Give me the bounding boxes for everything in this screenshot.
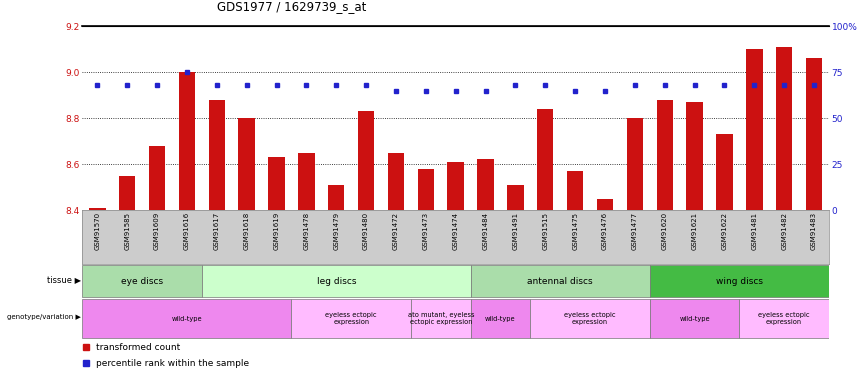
- Bar: [776, 47, 792, 210]
- Bar: [239, 118, 255, 210]
- Text: GSM91621: GSM91621: [692, 211, 698, 250]
- Text: genotype/variation ▶: genotype/variation ▶: [7, 314, 81, 320]
- Text: percentile rank within the sample: percentile rank within the sample: [95, 359, 249, 368]
- Bar: [567, 171, 583, 210]
- Bar: [268, 157, 285, 210]
- Text: GSM91483: GSM91483: [811, 211, 817, 250]
- Bar: [82, 266, 202, 297]
- Bar: [89, 208, 106, 210]
- Bar: [650, 299, 740, 338]
- Bar: [740, 299, 829, 338]
- Bar: [470, 266, 650, 297]
- Text: GSM91472: GSM91472: [393, 211, 399, 250]
- Bar: [208, 100, 225, 210]
- Text: GSM91585: GSM91585: [124, 211, 130, 250]
- Bar: [328, 185, 345, 210]
- Text: GSM91620: GSM91620: [661, 211, 667, 250]
- Text: GSM91473: GSM91473: [423, 211, 429, 250]
- Text: GSM91609: GSM91609: [155, 211, 160, 250]
- Bar: [119, 176, 135, 210]
- Text: GSM91570: GSM91570: [95, 211, 101, 250]
- Bar: [530, 299, 650, 338]
- Bar: [477, 159, 494, 210]
- Text: GSM91515: GSM91515: [542, 211, 549, 250]
- Bar: [597, 198, 613, 210]
- Text: wing discs: wing discs: [716, 277, 763, 286]
- Bar: [388, 153, 404, 210]
- Bar: [537, 109, 554, 210]
- Bar: [149, 146, 165, 210]
- Text: ato mutant, eyeless
ectopic expression: ato mutant, eyeless ectopic expression: [407, 312, 474, 325]
- Text: GSM91617: GSM91617: [214, 211, 220, 250]
- Text: wild-type: wild-type: [172, 316, 202, 322]
- Text: GSM91477: GSM91477: [632, 211, 638, 250]
- Bar: [806, 58, 822, 210]
- Text: GSM91622: GSM91622: [721, 211, 727, 250]
- Bar: [299, 153, 314, 210]
- Text: GSM91478: GSM91478: [304, 211, 309, 250]
- Bar: [650, 266, 829, 297]
- Text: eyeless ectopic
expression: eyeless ectopic expression: [326, 312, 377, 325]
- Text: GSM91619: GSM91619: [273, 211, 279, 250]
- Text: GDS1977 / 1629739_s_at: GDS1977 / 1629739_s_at: [217, 0, 366, 13]
- Text: GSM91474: GSM91474: [453, 211, 458, 250]
- Text: tissue ▶: tissue ▶: [47, 275, 81, 284]
- Text: wild-type: wild-type: [680, 316, 710, 322]
- Bar: [746, 49, 762, 210]
- Bar: [627, 118, 643, 210]
- Text: GSM91482: GSM91482: [781, 211, 787, 250]
- Text: GSM91481: GSM91481: [752, 211, 757, 250]
- Text: eyeless ectopic
expression: eyeless ectopic expression: [759, 312, 810, 325]
- Text: GSM91475: GSM91475: [572, 211, 578, 250]
- Bar: [687, 102, 703, 210]
- Bar: [292, 299, 411, 338]
- Bar: [411, 299, 470, 338]
- Bar: [202, 266, 470, 297]
- Bar: [656, 100, 673, 210]
- Text: GSM91479: GSM91479: [333, 211, 339, 250]
- Bar: [358, 111, 374, 210]
- Text: GSM91616: GSM91616: [184, 211, 190, 250]
- Text: eye discs: eye discs: [122, 277, 163, 286]
- Text: GSM91618: GSM91618: [244, 211, 250, 250]
- Bar: [82, 299, 292, 338]
- Bar: [716, 134, 733, 210]
- Text: GSM91476: GSM91476: [602, 211, 608, 250]
- Bar: [448, 162, 464, 210]
- Bar: [179, 72, 195, 210]
- Text: GSM91484: GSM91484: [483, 211, 489, 250]
- Text: eyeless ectopic
expression: eyeless ectopic expression: [564, 312, 615, 325]
- Text: transformed count: transformed count: [95, 343, 181, 352]
- Bar: [418, 169, 434, 210]
- Text: GSM91480: GSM91480: [363, 211, 369, 250]
- Text: GSM91491: GSM91491: [512, 211, 518, 250]
- Text: antennal discs: antennal discs: [528, 277, 593, 286]
- Text: leg discs: leg discs: [317, 277, 356, 286]
- Text: wild-type: wild-type: [485, 316, 516, 322]
- Bar: [507, 185, 523, 210]
- Bar: [470, 299, 530, 338]
